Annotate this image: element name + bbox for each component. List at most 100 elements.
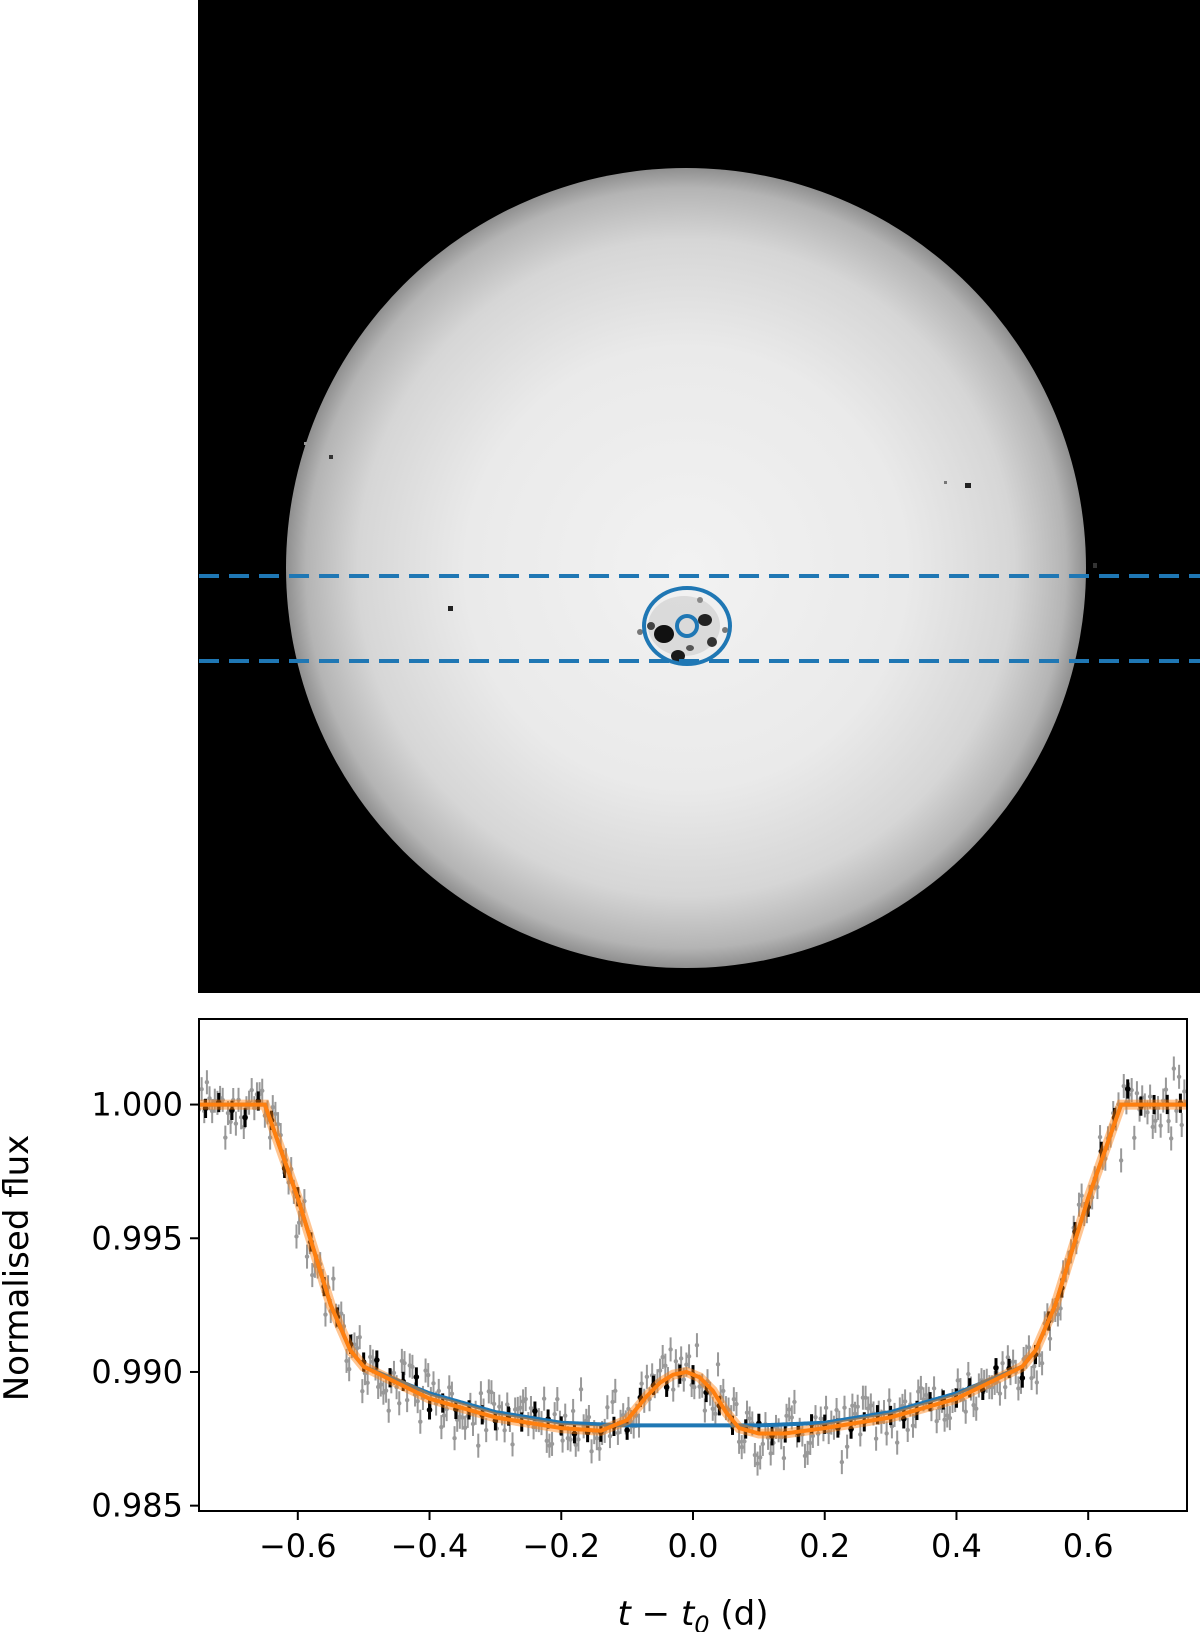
observation-point xyxy=(605,1395,610,1420)
observation-point xyxy=(613,1378,618,1403)
observation-point xyxy=(368,1344,373,1370)
binned-point xyxy=(413,1367,420,1387)
observation-point xyxy=(568,1427,573,1452)
observation-point xyxy=(436,1378,441,1403)
observation-point xyxy=(963,1399,968,1424)
binned-point xyxy=(374,1350,380,1370)
observation-point xyxy=(916,1379,921,1404)
observation-point xyxy=(344,1348,349,1373)
observation-point xyxy=(863,1385,868,1410)
observation-point xyxy=(850,1393,855,1418)
observation-point xyxy=(541,1386,547,1411)
observation-point xyxy=(483,1418,489,1443)
observation-point xyxy=(910,1413,916,1438)
observation-point xyxy=(686,1344,692,1369)
binned-point xyxy=(426,1400,433,1420)
observation-point xyxy=(402,1351,407,1376)
observation-point xyxy=(734,1391,739,1417)
y-tick-label: 0.995 xyxy=(91,1219,183,1257)
observation-point xyxy=(1055,1302,1061,1327)
observation-point xyxy=(844,1434,850,1459)
observation-point xyxy=(694,1333,700,1358)
plot-background xyxy=(199,1019,1187,1511)
observation-point xyxy=(1037,1342,1042,1368)
observation-point xyxy=(955,1368,960,1393)
observation-point xyxy=(815,1421,821,1446)
observation-point xyxy=(397,1391,402,1416)
observation-point xyxy=(1176,1064,1182,1089)
observation-point xyxy=(947,1406,953,1431)
solar-disk xyxy=(286,168,1086,968)
observation-point xyxy=(1158,1113,1163,1138)
observation-point xyxy=(555,1387,560,1412)
observation-point xyxy=(238,1105,244,1130)
observation-point xyxy=(858,1422,863,1447)
observation-point xyxy=(423,1358,428,1383)
observation-point xyxy=(842,1395,847,1420)
observation-point xyxy=(765,1425,771,1450)
observation-point xyxy=(731,1387,737,1412)
solar-image-panel xyxy=(198,0,1200,993)
observation-point xyxy=(236,1087,241,1112)
observation-point xyxy=(452,1426,457,1451)
light-curve-panel: −0.6 −0.4 −0.2 0.0 0.2 0.4 0.6 0.985 0.990 0.995… xyxy=(0,1018,1188,1632)
observation-point xyxy=(470,1411,476,1436)
observation-point xyxy=(1026,1335,1032,1360)
observation-point xyxy=(233,1111,239,1136)
observation-point xyxy=(1095,1175,1100,1200)
observation-point xyxy=(813,1405,818,1430)
binned-point xyxy=(255,1091,262,1111)
observation-point xyxy=(1171,1056,1177,1081)
observation-point xyxy=(1161,1088,1166,1113)
observation-point xyxy=(1134,1081,1140,1106)
observation-point xyxy=(383,1378,389,1403)
observation-point xyxy=(673,1349,679,1374)
x-tick-label: −0.4 xyxy=(391,1527,469,1565)
x-axis-label-main: t − t xyxy=(618,1594,696,1632)
observation-point xyxy=(1182,1079,1187,1104)
observation-point xyxy=(781,1446,787,1471)
observation-point xyxy=(339,1301,344,1326)
observation-point xyxy=(489,1380,494,1405)
observation-point xyxy=(410,1354,415,1379)
observation-point xyxy=(360,1379,365,1404)
x-axis-label: t − t0 (d) xyxy=(618,1594,769,1632)
observation-point xyxy=(805,1440,810,1465)
observation-point xyxy=(1079,1183,1084,1208)
observation-point xyxy=(710,1396,715,1421)
observation-point xyxy=(974,1396,979,1421)
observation-point xyxy=(478,1381,484,1406)
observation-point xyxy=(779,1425,784,1450)
observation-point xyxy=(757,1445,763,1470)
x-tick-label: 0.6 xyxy=(1063,1527,1114,1565)
x-axis-label-unit: (d) xyxy=(710,1594,769,1632)
x-tick-label: −0.6 xyxy=(259,1527,337,1565)
observation-point xyxy=(589,1439,594,1464)
observation-point xyxy=(502,1418,507,1443)
observation-point xyxy=(273,1101,278,1126)
observation-point xyxy=(386,1398,391,1423)
observation-point xyxy=(426,1363,431,1388)
observation-point xyxy=(736,1429,742,1454)
observation-point xyxy=(786,1397,792,1422)
observation-point xyxy=(444,1397,449,1422)
observation-point xyxy=(357,1325,362,1350)
observation-point xyxy=(431,1371,436,1396)
observation-point xyxy=(439,1415,444,1440)
observation-point xyxy=(1003,1375,1008,1400)
observation-point xyxy=(800,1422,805,1447)
observation-point xyxy=(544,1428,549,1453)
observation-point xyxy=(721,1378,726,1403)
observation-point xyxy=(278,1123,283,1148)
observation-point xyxy=(260,1078,265,1103)
observation-point xyxy=(802,1443,808,1468)
x-tick-label: 0.2 xyxy=(799,1527,850,1565)
observation-point xyxy=(760,1431,766,1456)
observation-point xyxy=(1121,1074,1126,1099)
spot-inner-circle xyxy=(675,614,699,638)
observation-point xyxy=(934,1409,939,1434)
observation-point xyxy=(404,1388,410,1413)
observation-point xyxy=(971,1393,976,1418)
observation-point xyxy=(942,1407,947,1432)
observation-point xyxy=(894,1430,900,1455)
